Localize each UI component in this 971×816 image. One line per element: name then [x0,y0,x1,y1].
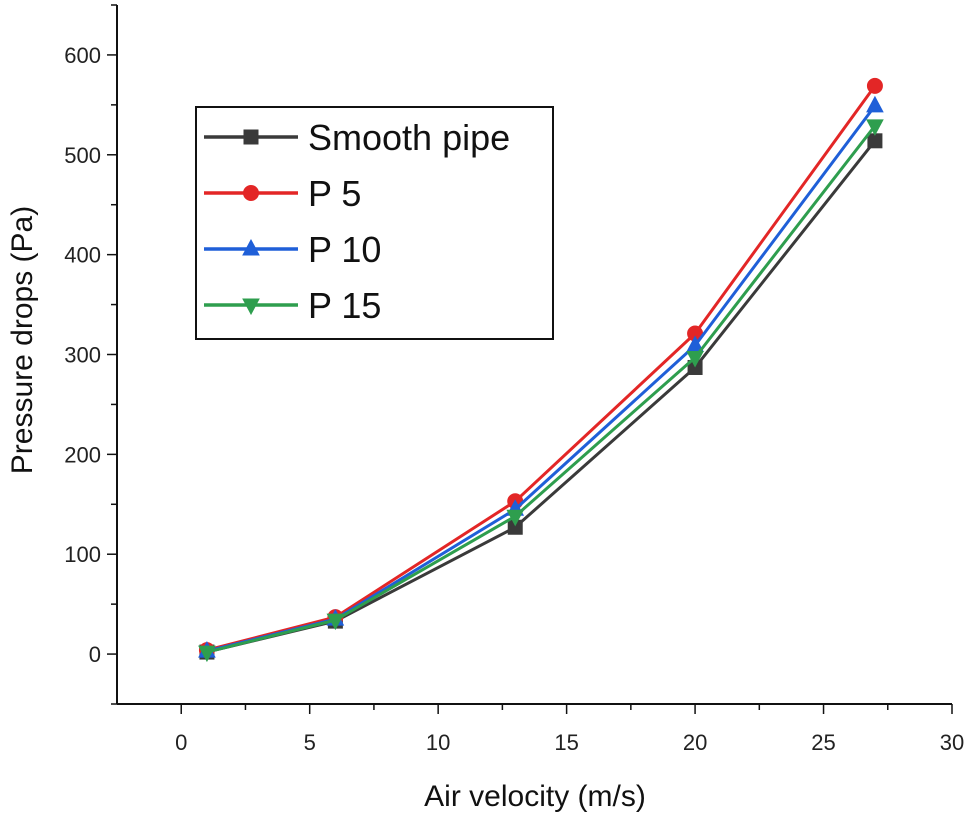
data-point-p-15 [198,645,216,663]
data-point-smooth-pipe [867,133,883,149]
y-axis-ticks: 0 100 200 300 400 500 600 [64,4,117,705]
y-tick-label: 600 [64,43,101,68]
legend-marker [242,238,260,256]
data-point-p-15 [326,613,345,631]
data-point-p-15 [686,350,704,368]
data-point-p-15 [866,119,884,136]
legend: Smooth pipe P 5 P 10 P 15 [195,106,554,340]
x-axis-title: Air velocity (m/s) [424,780,646,813]
y-tick-label: 100 [64,542,101,567]
legend-item-smooth-pipe: Smooth pipe [204,117,510,158]
x-axis-ticks: 0 5 10 15 20 25 30 [175,704,964,755]
x-tick-label: 30 [940,730,964,755]
y-tick-label: 200 [64,442,101,467]
legend-marker [243,129,259,145]
legend-item-p-15: P 15 [204,285,381,326]
data-point-p-5 [866,77,883,94]
y-tick-label: 300 [64,343,101,368]
x-tick-label: 10 [426,730,450,755]
y-tick-label: 500 [64,143,101,168]
x-tick-label: 0 [175,730,187,755]
data-point-p-15 [506,509,525,527]
x-tick-label: 25 [811,730,835,755]
legend-marker [243,185,259,201]
x-tick-label: 5 [304,730,316,755]
x-tick-label: 20 [683,730,707,755]
data-point-p-10 [866,95,884,113]
series-p-15 [198,119,884,663]
legend-marker [242,298,260,316]
legend-label: P 5 [308,173,361,214]
legend-label: P 10 [308,229,381,270]
y-axis-title: Pressure drops (Pa) [6,206,39,474]
legend-label: P 15 [308,285,381,326]
x-tick-label: 15 [554,730,578,755]
y-tick-label: 0 [89,642,101,667]
legend-item-p-5: P 5 [204,173,361,214]
legend-item-p-10: P 10 [204,229,381,270]
y-tick-label: 400 [64,243,101,268]
series-layer [198,77,884,663]
legend-label: Smooth pipe [308,117,510,158]
